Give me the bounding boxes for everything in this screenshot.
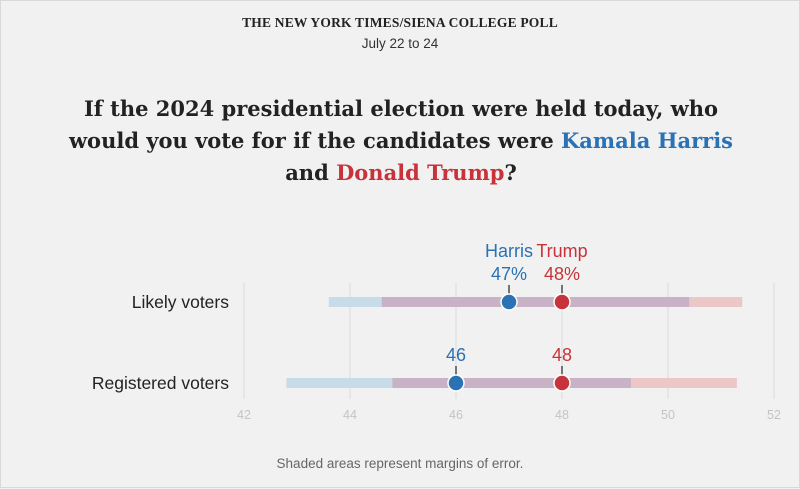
harris-value-label: 47% bbox=[491, 264, 527, 284]
x-tick-label: 46 bbox=[449, 408, 463, 422]
question-candidate-harris: Kamala Harris bbox=[561, 128, 734, 153]
question-candidate-trump: Donald Trump bbox=[336, 160, 505, 185]
question-text-end: ? bbox=[504, 160, 517, 185]
x-tick-label: 50 bbox=[661, 408, 675, 422]
trump-value-label: 48% bbox=[544, 264, 580, 284]
x-tick-label: 44 bbox=[343, 408, 357, 422]
harris-value-label: 46 bbox=[446, 345, 466, 365]
x-tick-label: 48 bbox=[555, 408, 569, 422]
x-tick-label: 42 bbox=[237, 408, 251, 422]
overlap-margin-band bbox=[381, 297, 690, 307]
trump-point bbox=[553, 374, 571, 392]
question-text-middle: and bbox=[285, 160, 337, 185]
category-label: Likely voters bbox=[132, 292, 230, 312]
poll-source: THE NEW YORK TIMES/SIENA COLLEGE POLL bbox=[242, 15, 558, 30]
harris-point bbox=[500, 293, 518, 311]
x-tick-label: 52 bbox=[767, 408, 781, 422]
overlap-margin-band bbox=[392, 378, 631, 388]
margin-note: Shaded areas represent margins of error. bbox=[276, 456, 524, 471]
trump-point bbox=[553, 293, 571, 311]
trump-series-name: Trump bbox=[536, 241, 587, 261]
chart-header: THE NEW YORK TIMES/SIENA COLLEGE POLL Ju… bbox=[1, 15, 799, 51]
trump-value-label: 48 bbox=[552, 345, 572, 365]
poll-date: July 22 to 24 bbox=[361, 36, 439, 51]
harris-series-name: Harris bbox=[485, 241, 533, 261]
chart-question: If the 2024 presidential election were h… bbox=[61, 93, 741, 189]
question-text-start: If the 2024 presidential election were h… bbox=[68, 96, 719, 153]
category-label: Registered voters bbox=[92, 373, 229, 393]
harris-point bbox=[447, 374, 465, 392]
